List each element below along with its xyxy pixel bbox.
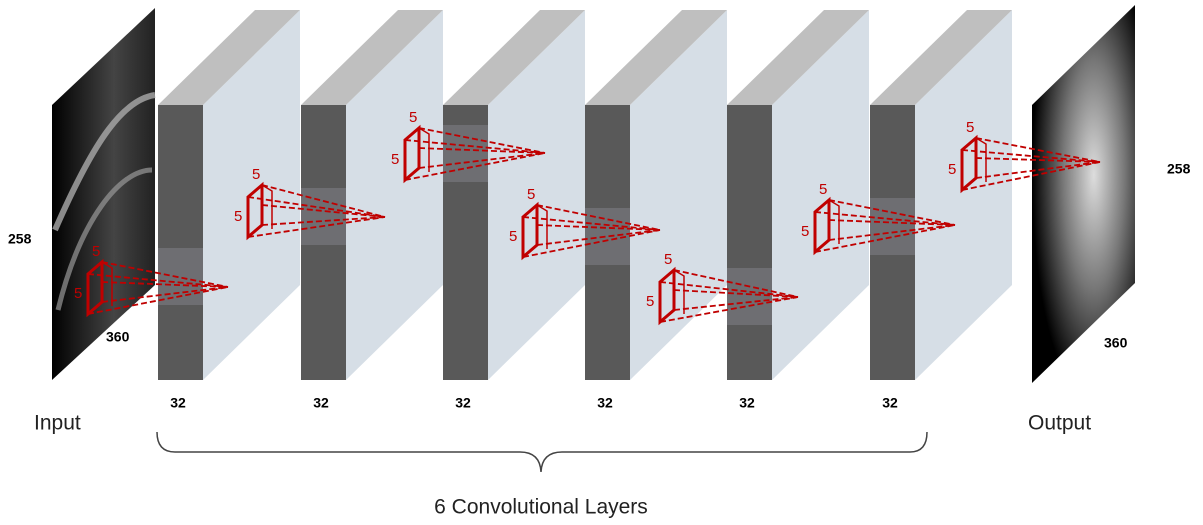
- input-image: [52, 8, 155, 380]
- layer-depth: 32: [882, 395, 898, 411]
- conv-layer: 32: [585, 10, 727, 411]
- receptive-field: [727, 268, 772, 325]
- kernel-size: 5: [801, 223, 809, 240]
- brace-label: 6 Convolutional Layers: [434, 496, 648, 519]
- conv-layer: 32: [727, 10, 869, 411]
- receptive-field: [870, 198, 915, 255]
- kernel-size: 5: [92, 243, 100, 260]
- kernel-size: 5: [391, 151, 399, 168]
- diagram: 32 32 32 32 32 32 5 5 5 5 5 5 5 5 5 5 5 5 5 5 258 360 Inpu…: [0, 0, 1203, 525]
- conv-layer: 32: [158, 10, 300, 411]
- output-image: [1032, 5, 1135, 383]
- output-width: 360: [1104, 335, 1128, 351]
- layer-depth: 32: [313, 395, 329, 411]
- kernel-size: 5: [966, 119, 974, 136]
- kernel-size: 5: [409, 109, 417, 126]
- kernel-size: 5: [664, 251, 672, 268]
- layer-depth: 32: [455, 395, 471, 411]
- kernel-size: 5: [527, 186, 535, 203]
- kernel-size: 5: [252, 166, 260, 183]
- output-height: 258: [1167, 161, 1191, 177]
- conv-layer: 32: [870, 10, 1012, 411]
- kernel-size: 5: [509, 228, 517, 245]
- layer-depth: 32: [739, 395, 755, 411]
- kernel-size: 5: [948, 161, 956, 178]
- layer-front: [727, 105, 772, 380]
- layer-depth: 32: [170, 395, 186, 411]
- input-height: 258: [8, 231, 32, 247]
- input-label: Input: [34, 412, 81, 435]
- kernel-size: 5: [234, 208, 242, 225]
- conv-layer: 32: [301, 10, 443, 411]
- layer-depth: 32: [597, 395, 613, 411]
- brace: [157, 432, 927, 472]
- input-width: 360: [106, 329, 130, 345]
- kernel-size: 5: [74, 285, 82, 302]
- output-label: Output: [1028, 412, 1091, 435]
- kernel-size: 5: [819, 181, 827, 198]
- layer-front: [158, 105, 203, 380]
- kernel-size: 5: [646, 293, 654, 310]
